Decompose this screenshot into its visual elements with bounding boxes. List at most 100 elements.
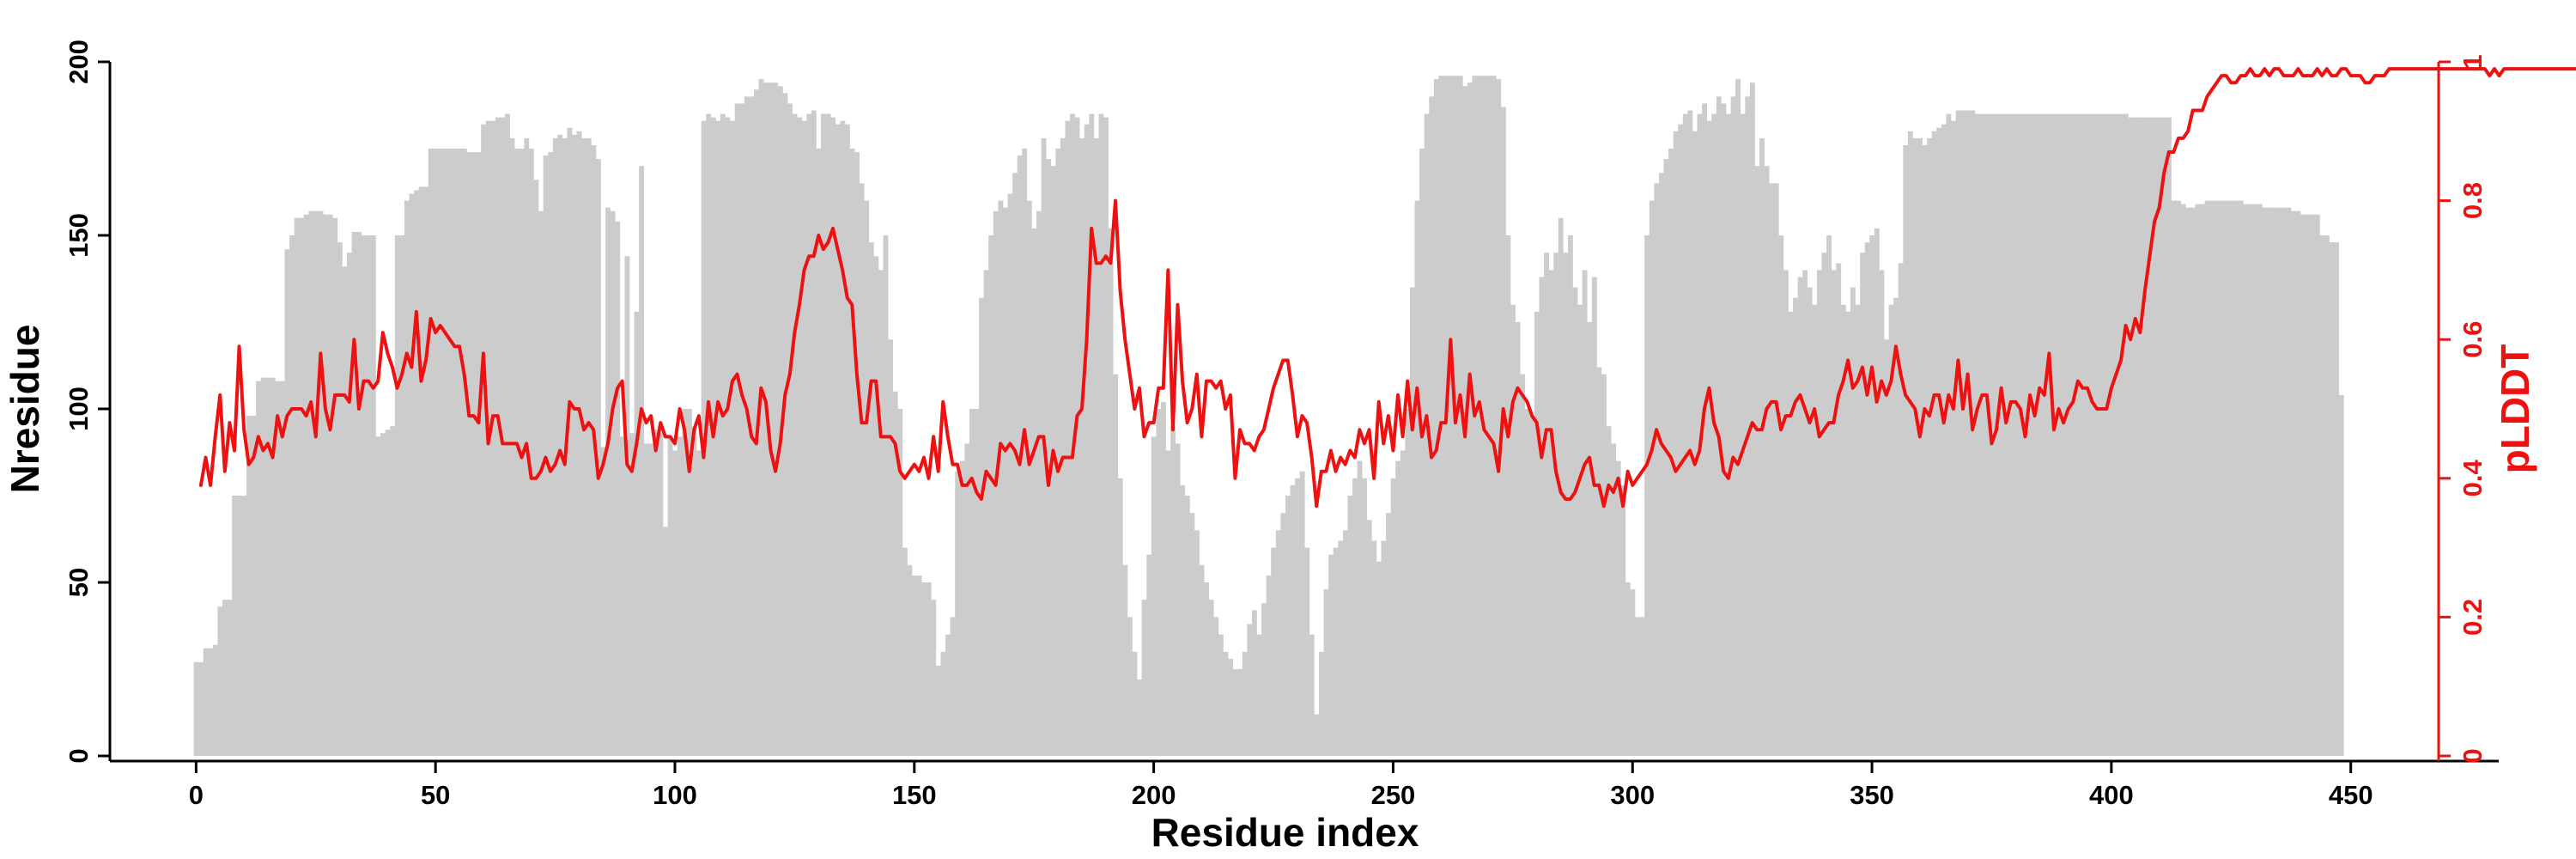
nresidue-bar: [955, 471, 961, 756]
nresidue-bar: [935, 665, 941, 756]
nresidue-bar: [356, 231, 362, 757]
nresidue-bar: [696, 450, 702, 756]
x-tick-label: 100: [653, 780, 697, 810]
nresidue-bar: [1658, 173, 1664, 756]
nresidue-bar: [2238, 200, 2244, 757]
nresidue-bar: [2286, 207, 2292, 756]
nresidue-bar: [2329, 242, 2335, 757]
nresidue-bar: [806, 113, 812, 757]
nresidue-bar: [979, 297, 984, 757]
nresidue-bar: [481, 124, 487, 757]
nresidue-bar: [734, 103, 740, 757]
nresidue-bar: [394, 235, 400, 756]
nresidue-bar: [1946, 113, 1952, 757]
nresidue-bar: [1998, 113, 2004, 757]
nresidue-bar: [1247, 624, 1253, 756]
nresidue-bar: [1888, 304, 1894, 756]
nresidue-bar: [801, 120, 807, 756]
nresidue-bar: [797, 117, 803, 756]
nresidue-bar: [1323, 589, 1329, 756]
nresidue-bar: [1711, 113, 1717, 757]
nresidue-bar: [2094, 113, 2100, 757]
nresidue-bar: [418, 186, 424, 756]
nresidue-bar: [1812, 304, 1818, 756]
nresidue-bar: [1180, 484, 1186, 756]
nresidue-bar: [1500, 107, 1506, 756]
nresidue-bar: [1520, 374, 1526, 756]
nresidue-bar: [380, 433, 386, 756]
nresidue-bar: [1012, 173, 1018, 756]
nresidue-bar: [2252, 204, 2258, 756]
nresidue-bar: [2018, 113, 2024, 757]
nresidue-bar: [1299, 471, 1305, 756]
nresidue-bar: [2027, 113, 2033, 757]
nresidue-bar: [2104, 113, 2110, 757]
y2-tick-label: 0.8: [2458, 182, 2488, 219]
x-tick-label: 300: [1610, 780, 1655, 810]
nresidue-bar: [1630, 589, 1636, 756]
nresidue-bar: [921, 582, 927, 756]
nresidue-bar: [1007, 193, 1013, 756]
y2-tick-label: 0.4: [2458, 460, 2488, 497]
nresidue-bar: [792, 113, 798, 757]
nresidue-bar: [576, 131, 582, 757]
nresidue-bar: [964, 443, 970, 756]
nresidue-bar: [873, 256, 879, 756]
nresidue-bar: [433, 149, 439, 756]
nresidue-bar: [1347, 496, 1353, 756]
nresidue-bar: [2070, 113, 2076, 757]
nresidue-bar: [1414, 200, 1420, 757]
nresidue-bar: [2142, 117, 2148, 756]
x-tick-label: 0: [189, 780, 204, 810]
nresidue-bar: [452, 149, 458, 756]
nresidue-bar: [658, 433, 664, 756]
nresidue-bar: [1175, 443, 1181, 756]
nresidue-bar: [323, 214, 329, 756]
nresidue-bar: [950, 617, 956, 756]
nresidue-bar: [251, 416, 257, 756]
nresidue-bar: [423, 186, 429, 756]
nresidue-bar: [2075, 113, 2081, 757]
nresidue-bar: [864, 200, 870, 757]
nresidue-bar: [1319, 651, 1324, 756]
nresidue-bar: [1534, 311, 1540, 756]
x-tick-label: 400: [2089, 780, 2134, 810]
nresidue-bar: [1161, 401, 1166, 756]
nresidue-bar: [859, 183, 865, 756]
nresidue-bar: [1601, 374, 1607, 756]
nresidue-bar: [1390, 478, 1396, 756]
nresidue-bar: [533, 180, 539, 757]
nresidue-bar: [2166, 117, 2172, 756]
nresidue-bar: [2324, 235, 2330, 756]
nresidue-bar: [983, 270, 989, 756]
nresidue-bar: [1759, 137, 1765, 756]
nresidue-bar: [2080, 113, 2086, 757]
nresidue-bar: [1127, 617, 1133, 756]
nresidue-bar: [1026, 200, 1032, 757]
nresidue-bar: [1726, 113, 1731, 757]
x-tick-label: 150: [892, 780, 937, 810]
nresidue-bar: [1184, 496, 1190, 756]
nresidue-bar: [1529, 416, 1535, 756]
nresidue-bar: [1544, 253, 1549, 756]
nresidue-bar: [1333, 547, 1339, 756]
nresidue-bar: [1467, 82, 1473, 757]
nresidue-bar: [959, 460, 965, 756]
nresidue-bar: [892, 391, 898, 756]
nresidue-bar: [902, 547, 908, 756]
nresidue-bar: [2267, 207, 2273, 756]
nresidue-bar: [2204, 200, 2210, 757]
nresidue-bar: [2214, 200, 2220, 757]
nresidue-bar: [1433, 79, 1439, 756]
nresidue-bar: [548, 152, 554, 757]
nresidue-bar: [2319, 235, 2325, 756]
nresidue-bar: [912, 575, 917, 756]
nresidue-bar: [1261, 603, 1267, 756]
nresidue-bar: [1338, 540, 1344, 756]
nresidue-bar: [2065, 113, 2071, 757]
nresidue-bar: [1821, 253, 1827, 756]
nresidue-bar: [1582, 270, 1588, 756]
nresidue-bar: [543, 155, 549, 756]
nresidue-bar: [284, 249, 290, 756]
